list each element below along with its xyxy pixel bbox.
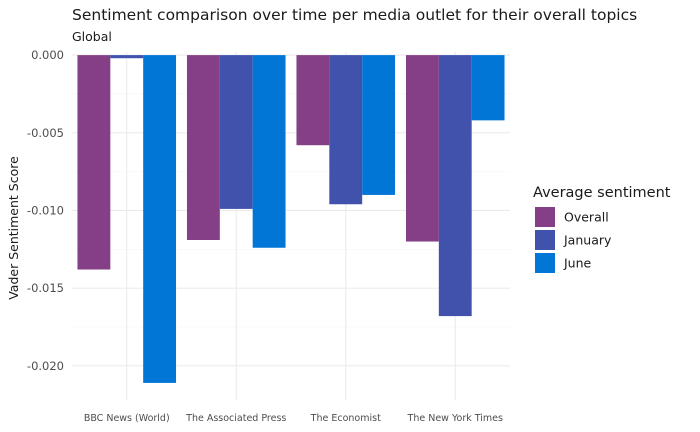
x-axis-ticks: BBC News (World) The Associated Press The … bbox=[84, 413, 503, 424]
y-tick-label: -0.010 bbox=[27, 203, 64, 217]
legend-label: January bbox=[563, 233, 612, 248]
bar-overall-2 bbox=[296, 55, 330, 146]
bar-june-1 bbox=[252, 55, 286, 248]
bar-overall-0 bbox=[77, 55, 111, 270]
x-tick-label: BBC News (World) bbox=[84, 413, 170, 424]
bar-overall-3 bbox=[405, 55, 439, 242]
x-tick-label: The New York Times bbox=[407, 413, 503, 424]
y-tick-label: 0.000 bbox=[31, 48, 64, 62]
x-tick-label: The Economist bbox=[310, 413, 381, 424]
bar-january-1 bbox=[219, 55, 253, 209]
legend-key-overall bbox=[535, 207, 555, 227]
bar-june-2 bbox=[362, 55, 396, 195]
legend-title: Average sentiment bbox=[533, 185, 671, 201]
legend-key-june bbox=[535, 253, 555, 273]
bar-june-3 bbox=[471, 55, 505, 121]
chart-title: Sentiment comparison over time per media… bbox=[72, 6, 637, 24]
y-tick-label: -0.015 bbox=[27, 281, 64, 295]
bar-january-2 bbox=[329, 55, 363, 205]
chart-subtitle: Global bbox=[72, 29, 112, 44]
bars bbox=[77, 55, 505, 383]
legend-label: June bbox=[563, 256, 592, 271]
bar-january-0 bbox=[110, 55, 144, 59]
legend-key-january bbox=[535, 230, 555, 250]
y-axis-ticks: 0.000 -0.005 -0.010 -0.015 -0.020 bbox=[27, 48, 64, 373]
x-tick-label: The Associated Press bbox=[185, 413, 286, 424]
y-tick-label: -0.020 bbox=[27, 359, 64, 373]
legend-label: Overall bbox=[564, 210, 609, 225]
y-axis-label: Vader Sentiment Score bbox=[6, 156, 21, 300]
y-tick-label: -0.005 bbox=[27, 126, 64, 140]
legend: Average sentiment Overall January June bbox=[533, 185, 671, 273]
bar-january-3 bbox=[438, 55, 472, 317]
bar-june-0 bbox=[143, 55, 177, 383]
bar-overall-1 bbox=[186, 55, 220, 240]
